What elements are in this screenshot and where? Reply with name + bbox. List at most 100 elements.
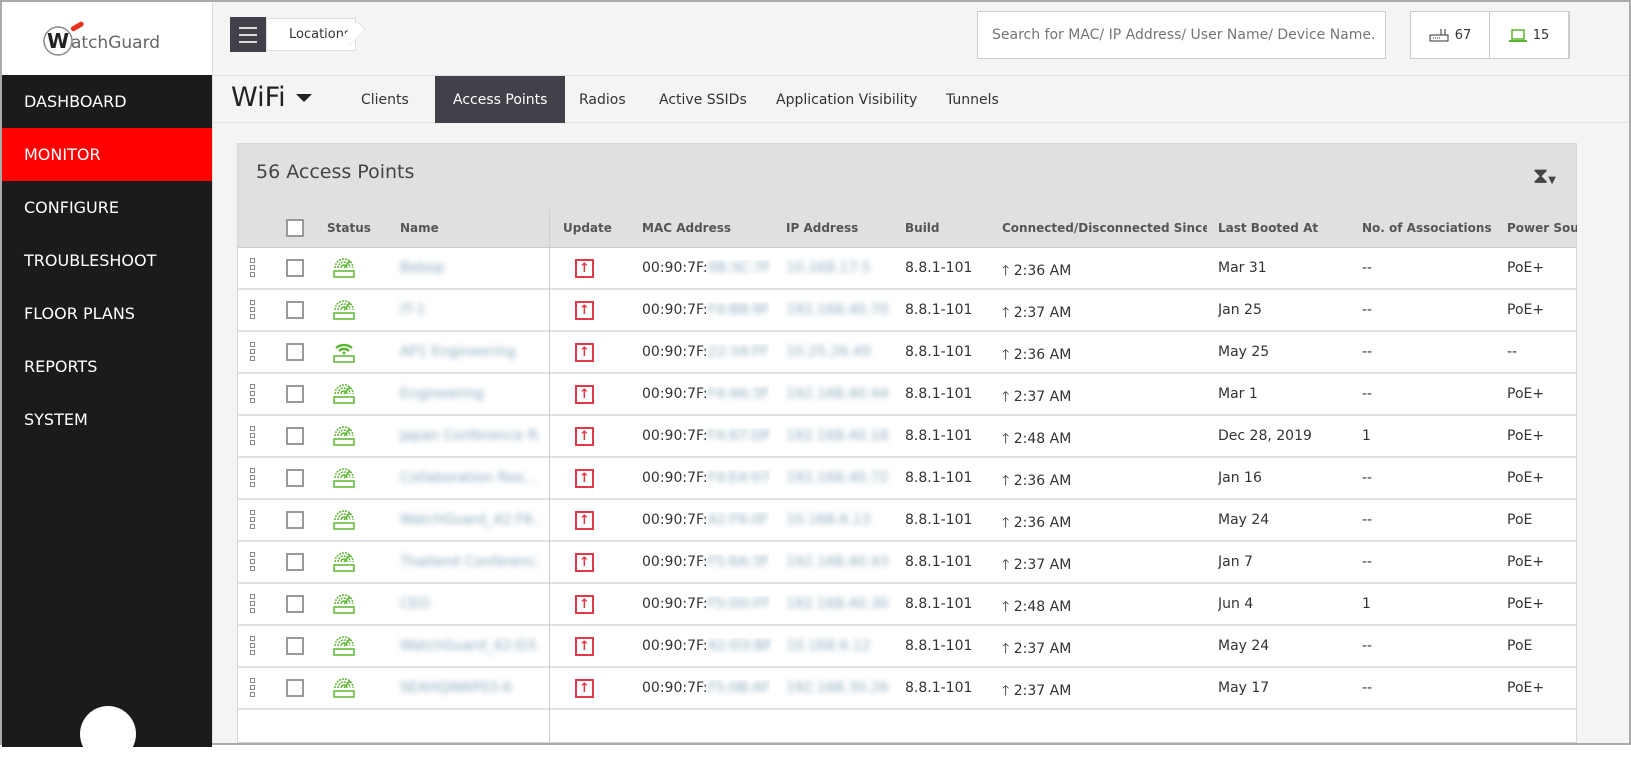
ap-name-link[interactable]: SEAHQWAP03-6 <box>400 680 512 696</box>
ap-name-link[interactable]: IT-1 <box>400 302 426 318</box>
column-header[interactable]: MAC Address <box>642 221 732 235</box>
associations: -- <box>1362 680 1373 696</box>
tab-radios[interactable]: Radios <box>579 91 626 108</box>
ap-name-link[interactable]: AP1 Engineering <box>400 344 516 360</box>
column-header[interactable]: Update <box>563 221 612 235</box>
row-checkbox[interactable] <box>286 427 304 445</box>
sidebar-item-dashboard[interactable]: DASHBOARD <box>24 92 127 111</box>
ap-name-link[interactable]: CEO <box>400 596 430 612</box>
last-booted: May 25 <box>1218 344 1270 360</box>
mac-address: 00:90:7F:42:D3:BF <box>642 638 773 654</box>
client-count-button[interactable]: 15 <box>1490 12 1569 58</box>
firmware-update-icon[interactable]: ↑ <box>575 595 594 614</box>
sidebar-item-configure[interactable]: CONFIGURE <box>24 198 119 217</box>
ip-address: 10.25.26.49 <box>786 344 871 360</box>
build: 8.8.1-101 <box>905 638 973 654</box>
drag-handle-icon[interactable] <box>250 300 256 321</box>
ap-name-link[interactable]: Japan Conference R... <box>400 428 540 444</box>
drag-handle-icon[interactable] <box>250 594 256 615</box>
ap-name-link[interactable]: WatchGuard_42:D3... <box>400 638 540 654</box>
column-header[interactable]: No. of Associations ... <box>1362 221 1497 235</box>
ap-name-link[interactable]: Collaboration Roo... <box>400 470 538 486</box>
arrow-up-icon: 🡑 <box>1002 389 1010 405</box>
ap-name-link[interactable]: WatchGuard_42:F6... <box>400 512 540 528</box>
tab-clients[interactable]: Clients <box>361 91 409 108</box>
column-header[interactable]: Last Booted At <box>1218 221 1319 235</box>
drag-handle-icon[interactable] <box>250 258 256 279</box>
drag-handle-icon[interactable] <box>250 510 256 531</box>
sidebar-item-troubleshoot[interactable]: TROUBLESHOOT <box>24 251 157 270</box>
ip-address: 10.168.17.5 <box>786 260 871 276</box>
row-checkbox[interactable] <box>286 469 304 487</box>
table-row[interactable]: WatchGuard_42:F6... ↑ 00:90:7F:42:F6:0F … <box>238 500 1576 542</box>
tab-tunnels[interactable]: Tunnels <box>946 91 999 108</box>
drag-handle-icon[interactable] <box>250 384 256 405</box>
build: 8.8.1-101 <box>905 512 973 528</box>
firmware-update-icon[interactable]: ↑ <box>575 259 594 278</box>
drag-handle-icon[interactable] <box>250 678 256 699</box>
row-checkbox[interactable] <box>286 595 304 613</box>
column-header[interactable]: Connected/Disconnected Since ... <box>1002 221 1207 235</box>
table-row[interactable]: Bebop ↑ 00:90:7F:08:3C:7F 10.168.17.5 8.… <box>238 248 1576 290</box>
last-booted: May 17 <box>1218 680 1270 696</box>
sidebar-item-floor-plans[interactable]: FLOOR PLANS <box>24 304 135 323</box>
drag-handle-icon[interactable] <box>250 552 256 573</box>
row-checkbox[interactable] <box>286 385 304 403</box>
column-header[interactable]: Status <box>327 221 371 235</box>
table-row[interactable]: WatchGuard_42:D3... ↑ 00:90:7F:42:D3:BF … <box>238 626 1576 668</box>
drag-handle-icon[interactable] <box>250 426 256 447</box>
row-checkbox[interactable] <box>286 553 304 571</box>
column-header[interactable]: Build <box>905 221 940 235</box>
associations: 1 <box>1362 596 1371 612</box>
breadcrumb-locations[interactable]: Locations <box>266 18 356 51</box>
ap-name-link[interactable]: Bebop <box>400 260 445 276</box>
row-checkbox[interactable] <box>286 679 304 697</box>
table-row[interactable]: Engineering ↑ 00:90:7F:F4:4A:3F 192.168.… <box>238 374 1576 416</box>
help-avatar[interactable] <box>80 706 136 762</box>
table-row[interactable]: AP1 Engineering ↑ 00:90:7F:22:34:FF 10.2… <box>238 332 1576 374</box>
table-row[interactable]: SEAHQWAP03-6 ↑ 00:90:7F:F5:0B:AF 192.168… <box>238 668 1576 710</box>
search-input[interactable] <box>977 11 1386 59</box>
tab-access-points[interactable]: Access Points <box>435 76 566 123</box>
column-header[interactable]: IP Address <box>786 221 859 235</box>
row-checkbox[interactable] <box>286 259 304 277</box>
table-row[interactable]: Japan Conference R... ↑ 00:90:7F:F4:67:D… <box>238 416 1576 458</box>
table-row[interactable]: Collaboration Roo... ↑ 00:90:7F:F4:E4:07… <box>238 458 1576 500</box>
connected-since: 🡑 2:36 AM <box>1002 347 1072 363</box>
section-selector[interactable]: WiFi <box>231 82 312 113</box>
firmware-update-icon[interactable]: ↑ <box>575 679 594 698</box>
hourglass-refresh-icon[interactable]: ⧗▼ <box>1532 164 1556 189</box>
firmware-update-icon[interactable]: ↑ <box>575 553 594 572</box>
firmware-update-icon[interactable]: ↑ <box>575 427 594 446</box>
tab-active-ssids[interactable]: Active SSIDs <box>659 91 747 108</box>
firmware-update-icon[interactable]: ↑ <box>575 637 594 656</box>
ap-name-link[interactable]: Thailand Conferenc... <box>400 554 540 570</box>
table-row[interactable]: Thailand Conferenc... ↑ 00:90:7F:F5:6A:3… <box>238 542 1576 584</box>
table-row[interactable]: CEO ↑ 00:90:7F:F5:D0:FF 192.168.40.30 8.… <box>238 584 1576 626</box>
column-header[interactable]: Power Sou <box>1507 221 1577 235</box>
row-checkbox[interactable] <box>286 511 304 529</box>
drag-handle-icon[interactable] <box>250 468 256 489</box>
row-checkbox[interactable] <box>286 637 304 655</box>
drag-handle-icon[interactable] <box>250 636 256 657</box>
firmware-update-icon[interactable]: ↑ <box>575 469 594 488</box>
firmware-update-icon[interactable]: ↑ <box>575 301 594 320</box>
tab-application-visibility[interactable]: Application Visibility <box>776 91 918 108</box>
access-point-count-button[interactable]: 67 <box>1411 12 1490 58</box>
drag-handle-icon[interactable] <box>250 342 256 363</box>
sidebar-item-monitor[interactable]: MONITOR <box>2 128 212 181</box>
firmware-update-icon[interactable]: ↑ <box>575 385 594 404</box>
column-header[interactable]: Name <box>400 221 439 235</box>
menu-button[interactable] <box>230 17 266 52</box>
firmware-update-icon[interactable]: ↑ <box>575 511 594 530</box>
sidebar-item-system[interactable]: SYSTEM <box>24 410 88 429</box>
row-checkbox[interactable] <box>286 343 304 361</box>
firmware-update-icon[interactable]: ↑ <box>575 343 594 362</box>
row-checkbox[interactable] <box>286 301 304 319</box>
select-all-checkbox[interactable] <box>286 219 304 237</box>
ap-name-link[interactable]: Engineering <box>400 386 484 402</box>
device-counts: 67 15 <box>1410 11 1570 59</box>
table-row[interactable]: IT-1 ↑ 00:90:7F:F4:B8:9F 192.168.40.70 8… <box>238 290 1576 332</box>
sidebar-item-reports[interactable]: REPORTS <box>24 357 98 376</box>
